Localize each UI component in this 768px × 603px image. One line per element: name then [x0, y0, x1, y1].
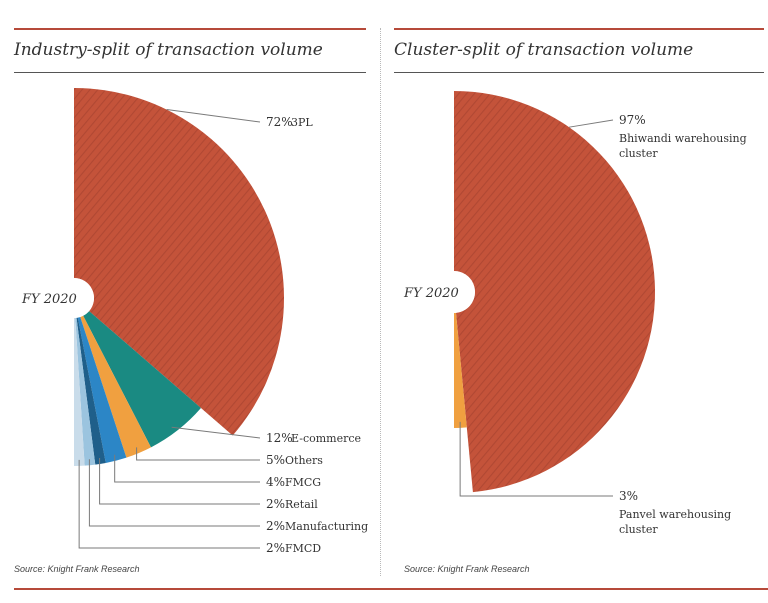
leader-line-fmcg [114, 454, 260, 483]
data-label-name-panvel-warehousing-cluster: Panvel warehousing cluster [619, 508, 731, 536]
data-label-name-fmcd: FMCD [285, 542, 321, 555]
data-label-value-manufacturing: 2% [266, 519, 285, 533]
leader-line-fmcd [78, 459, 260, 549]
data-label-value-bhiwandi-warehousing-cluster: 97% [619, 113, 646, 127]
data-label-name-bhiwandi-warehousing-cluster: Bhiwandi warehousing cluster [619, 132, 747, 160]
pie-slice-panvel-warehousing-cluster [454, 312, 467, 428]
data-label-name-fmcg: FMCG [285, 476, 321, 489]
data-label-name-manufacturing: Manufacturing [285, 520, 368, 533]
pie-slice-others [80, 315, 151, 458]
center-label: FY 2020 [21, 292, 77, 307]
leader-line-e-commerce [171, 426, 261, 439]
pie-slice-bhiwandi-warehousing-cluster [454, 91, 655, 493]
data-label-value-e-commerce: 12% [266, 431, 293, 445]
title-rule [394, 72, 764, 73]
pie-slice-fmcd [74, 317, 85, 466]
top-rule [394, 28, 764, 30]
leader-line-manufacturing [88, 459, 260, 527]
chart-center-hole [54, 278, 94, 318]
pie-slice-3pl [74, 88, 284, 436]
leader-line-bhiwandi-warehousing-cluster [568, 119, 614, 128]
bottom-rule [14, 588, 768, 590]
data-label-name-retail: Retail [285, 498, 318, 511]
pie-slice-e-commerce [83, 311, 201, 448]
data-label-value-panvel-warehousing-cluster: 3% [619, 489, 638, 503]
industry-split-panel: Industry-split of transaction volume 72%… [0, 0, 380, 603]
cluster-split-panel: Cluster-split of transaction volume 97% B… [380, 0, 768, 603]
leader-line-panvel-warehousing-cluster [459, 421, 613, 497]
data-label-name-others: Others [285, 454, 323, 467]
leader-line-retail [99, 457, 260, 505]
center-label: FY 2020 [403, 286, 459, 301]
cluster-split-chart: 97% Bhiwandi warehousing cluster 3% Panvel w… [403, 91, 747, 536]
top-rule [14, 28, 366, 30]
data-label-value-fmcd: 2% [266, 541, 285, 555]
chart-center-hole [433, 271, 475, 313]
title-rule [14, 72, 366, 73]
pie-slice-fmcg [77, 317, 127, 463]
data-label-value-fmcg: 4% [266, 475, 285, 489]
leader-line-others [136, 447, 260, 461]
data-label-value-others: 5% [266, 453, 285, 467]
pie-slice-retail [76, 317, 106, 465]
source-note: Source: Knight Frank Research [404, 564, 530, 574]
data-label-value-retail: 2% [266, 497, 285, 511]
pie-slice-manufacturing [75, 317, 96, 466]
leader-line-3pl [166, 109, 261, 123]
chart-title: Industry-split of transaction volume [14, 40, 323, 60]
data-label-value-3pl: 72% [266, 115, 293, 129]
data-label-name-3pl: 3PL [291, 116, 313, 129]
data-label-name-e-commerce: E-commerce [291, 432, 361, 445]
chart-title: Cluster-split of transaction volume [394, 40, 694, 60]
source-note: Source: Knight Frank Research [14, 564, 140, 574]
panel-divider [380, 28, 381, 576]
